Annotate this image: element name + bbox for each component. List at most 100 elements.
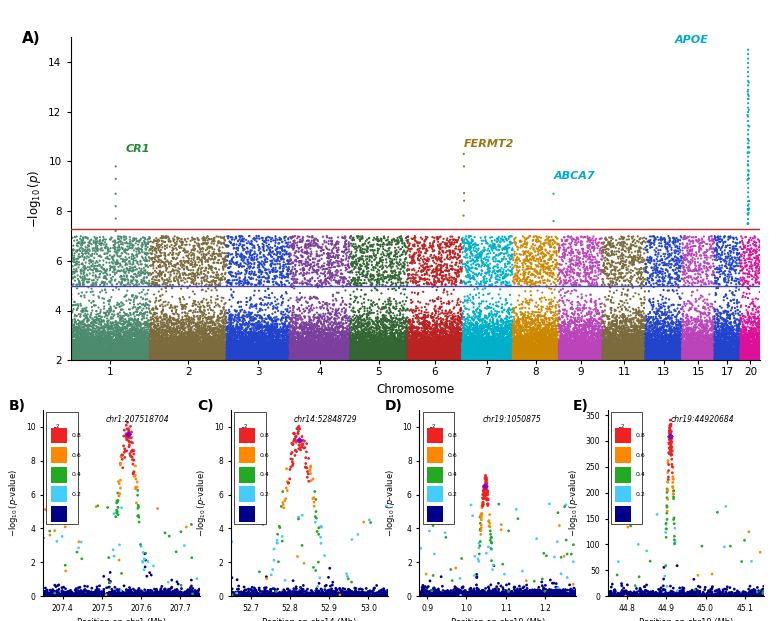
Point [589,301,601,310]
Point [104,347,117,357]
Point [618,338,630,348]
Point [303,591,316,601]
Point [99,334,111,344]
Point [446,591,459,601]
Point [442,342,455,351]
Point [307,323,319,333]
Point [747,335,760,345]
Point [386,339,398,349]
Point [348,349,361,359]
Point [266,252,278,262]
Point [307,355,320,365]
Point [207,355,220,365]
Point [269,256,281,266]
Point [673,325,685,335]
Point [340,313,353,323]
Point [483,270,495,280]
Point [351,330,364,340]
Point [287,350,299,360]
Point [503,342,516,351]
Point [546,338,559,348]
Point [665,281,677,291]
Point [558,340,571,350]
Point [328,310,341,320]
Point [328,352,341,362]
Point [238,354,251,364]
Point [255,352,267,362]
Point [374,336,387,346]
Point [557,353,570,363]
Point [596,325,608,335]
Point [134,353,147,363]
Point [165,353,177,363]
Point [688,329,700,338]
Point [301,324,314,333]
Point [217,342,230,352]
Point [546,332,558,342]
Point [406,252,419,262]
Point [248,353,260,363]
Point [387,313,400,323]
Point [543,283,555,293]
Point [424,350,437,360]
Point [653,350,666,360]
Point [492,326,505,336]
Point [351,339,364,349]
Point [222,324,234,334]
Point [218,353,230,363]
Point [209,351,221,361]
Point [735,273,747,283]
Point [347,343,360,353]
Point [572,355,584,365]
Point [649,264,662,274]
Point [448,345,460,355]
Point [244,301,256,311]
Point [400,348,412,358]
Point [386,352,398,362]
Point [564,256,577,266]
Point [510,345,523,355]
Point [328,342,340,352]
Point [166,253,179,263]
Point [315,348,328,358]
Point [232,297,245,307]
Point [495,349,507,359]
Point [686,340,699,350]
Point [145,325,158,335]
Point [593,353,605,363]
Point [339,352,352,362]
Point [522,352,535,362]
Point [638,353,651,363]
Point [223,351,236,361]
Point [605,322,618,332]
Point [557,347,570,357]
Point [343,340,356,350]
Point [90,353,103,363]
Point [348,325,361,335]
Point [528,341,541,351]
Point [549,353,561,363]
Point [623,332,636,342]
Point [78,353,90,363]
Point [195,343,208,353]
Point [588,333,601,343]
Point [677,332,690,342]
Point [404,343,416,353]
Point [665,438,677,448]
Point [236,349,249,359]
Point [169,345,182,355]
Point [602,279,615,289]
Point [118,330,130,340]
Point [96,354,108,364]
Point [303,320,316,330]
Point [709,342,721,352]
Point [490,335,503,345]
Point [345,355,358,365]
Point [644,352,657,362]
Point [735,348,748,358]
Point [97,333,110,343]
Point [281,256,294,266]
Point [327,338,339,348]
Point [223,333,236,343]
Point [322,589,335,599]
